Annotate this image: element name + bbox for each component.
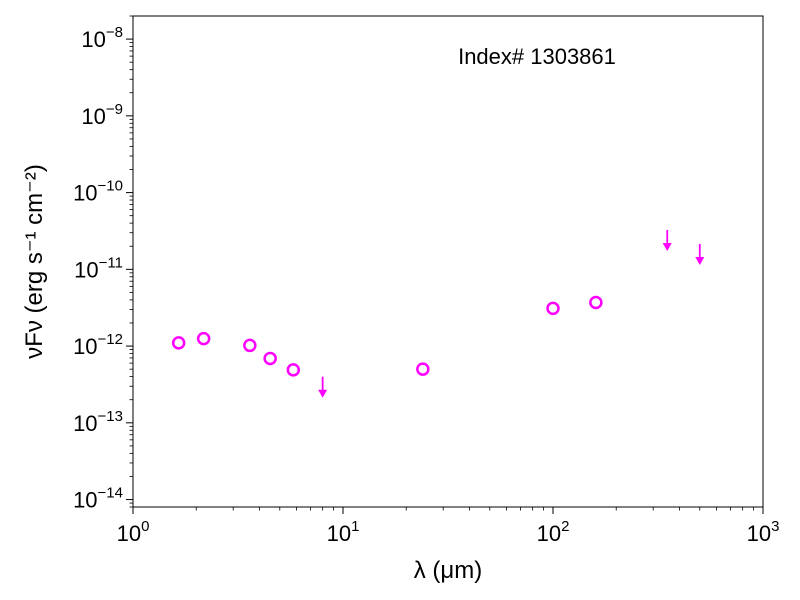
data-point <box>286 363 301 377</box>
data-point <box>416 362 430 376</box>
y-tick-label: 10−9 <box>81 101 123 129</box>
y-tick-label: 10−8 <box>81 24 123 52</box>
x-axis-ticks: 100 101 102 103 <box>117 507 780 546</box>
y-axis-ticks: 10−14 10−13 10−12 10−11 10−10 10−9 10−8 <box>73 15 133 513</box>
data-point <box>196 331 211 346</box>
plot-frame <box>132 15 764 508</box>
data-points <box>171 230 705 398</box>
x-tick-label: 101 <box>327 518 360 546</box>
y-tick-label: 10−11 <box>74 254 123 282</box>
y-tick-label: 10−10 <box>73 178 123 206</box>
y-tick-label: 10−12 <box>73 331 123 359</box>
y-tick-label: 10−13 <box>73 408 123 436</box>
data-point <box>589 295 603 310</box>
chart-annotation: Index# 1303861 <box>458 44 616 69</box>
x-tick-label: 102 <box>537 518 570 546</box>
upper-limit-arrow <box>695 243 705 265</box>
x-tick-label: 100 <box>117 518 150 546</box>
x-tick-label: 103 <box>747 518 780 546</box>
y-tick-label: 10−14 <box>73 485 123 513</box>
x-axis-title: λ (μm) <box>414 557 482 584</box>
upper-limit-arrow <box>662 230 672 252</box>
upper-limit-arrow <box>318 376 328 398</box>
data-point <box>243 338 257 353</box>
data-point <box>171 336 186 350</box>
data-point <box>546 301 560 316</box>
y-axis-title: νFν (erg s⁻¹ cm⁻²) <box>21 164 48 359</box>
data-point <box>263 351 277 366</box>
